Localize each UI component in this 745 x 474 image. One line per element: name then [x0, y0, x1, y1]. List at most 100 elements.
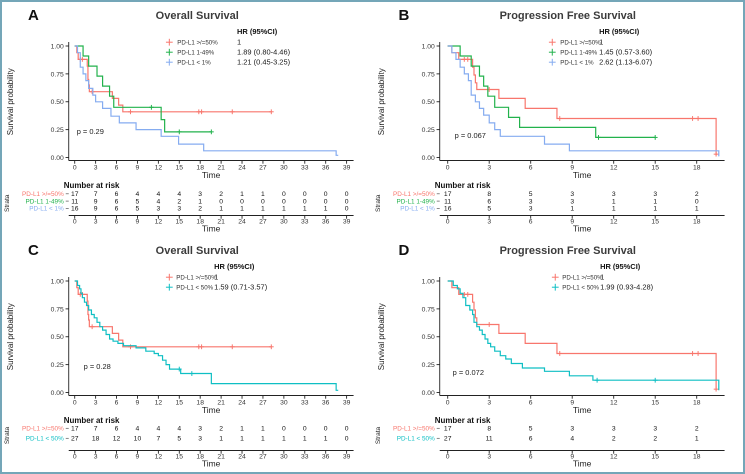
risk-count: 17: [443, 425, 451, 432]
y-axis-title: Survival probability: [6, 68, 15, 135]
risk-x-tick-label: 9: [136, 453, 140, 460]
risk-x-tick-label: 36: [322, 218, 330, 225]
risk-count: 27: [71, 435, 79, 442]
x-tick-label: 15: [651, 399, 659, 406]
x-tick-label: 6: [528, 399, 532, 406]
risk-count: 1: [653, 206, 657, 213]
risk-x-tick-label: 9: [136, 218, 140, 225]
risk-count: 1: [261, 191, 265, 198]
risk-x-tick-label: 24: [238, 453, 246, 460]
x-tick-label: 24: [238, 164, 246, 171]
x-tick-label: 15: [176, 164, 184, 171]
risk-x-tick-label: 12: [155, 218, 163, 225]
legend-entry-label: PD-L1 1-49%: [177, 49, 214, 56]
risk-count: 6: [115, 191, 119, 198]
x-tick-label: 9: [570, 164, 574, 171]
risk-count: 0: [694, 198, 698, 205]
x-tick-label: 30: [280, 399, 288, 406]
risk-count: 1: [240, 425, 244, 432]
risk-x-tick-label: 0: [445, 218, 449, 225]
risk-count: 6: [528, 435, 532, 442]
x-tick-label: 12: [609, 399, 617, 406]
risk-x-axis-title: Time: [202, 458, 221, 468]
legend-entry-label: PD-L1 < 50%: [562, 284, 599, 291]
risk-count: 1: [282, 435, 286, 442]
risk-count: 4: [156, 425, 160, 432]
x-tick-label: 0: [445, 399, 449, 406]
risk-x-tick-label: 9: [570, 218, 574, 225]
y-tick-label: 1.00: [421, 43, 434, 50]
risk-x-tick-label: 0: [73, 218, 77, 225]
risk-row-label: PD-L1 >/=50%: [393, 425, 435, 432]
risk-count: 1: [198, 198, 202, 205]
y-tick-label: 0.25: [421, 127, 434, 134]
x-tick-label: 3: [487, 399, 491, 406]
x-tick-label: 33: [301, 399, 309, 406]
risk-count: 6: [115, 425, 119, 432]
y-tick-label: 0.75: [421, 71, 434, 78]
risk-count: 5: [528, 425, 532, 432]
risk-row-label: PD-L1 >/=50%: [393, 191, 435, 198]
y-tick-label: 0.75: [51, 306, 64, 313]
y-tick-label: 1.00: [421, 278, 434, 285]
risk-count: 1: [653, 198, 657, 205]
km-plot-c: 1.000.750.500.250.000 3 6 9 12 15 18 21 24 27 30 33…: [4, 262, 354, 469]
legend-entry-label: PD-L1 >/=50%: [560, 39, 601, 46]
risk-count: 0: [345, 425, 349, 432]
risk-x-tick-label: 15: [176, 453, 184, 460]
x-tick-label: 3: [94, 399, 98, 406]
risk-x-tick-label: 18: [692, 218, 700, 225]
x-axis-title: Time: [202, 405, 221, 415]
legend-hr-value: 1.59 (0.71-3.57): [214, 282, 268, 291]
risk-count: 3: [198, 191, 202, 198]
risk-count: 5: [528, 191, 532, 198]
legend-header: HR (95%CI): [600, 262, 641, 271]
legend-hr-value: 1: [214, 272, 218, 281]
x-tick-label: 18: [692, 164, 700, 171]
risk-count: 1: [261, 425, 265, 432]
risk-x-tick-label: 18: [196, 218, 204, 225]
risk-x-axis-title: Time: [572, 458, 591, 468]
km-curve: [74, 280, 339, 391]
y-tick-label: 0.75: [421, 306, 434, 313]
risk-count: 3: [528, 206, 532, 213]
x-tick-label: 9: [136, 164, 140, 171]
x-tick-label: 18: [196, 399, 204, 406]
risk-count: 0: [282, 191, 286, 198]
risk-count: 1: [324, 206, 328, 213]
x-tick-label: 18: [196, 164, 204, 171]
legend-entry-label: PD-L1 < 50%: [176, 284, 213, 291]
p-value-label: p = 0.072: [452, 368, 483, 377]
km-curve: [447, 45, 719, 157]
risk-count: 5: [136, 198, 140, 205]
legend-hr-value: 1.45 (0.57-3.60): [599, 47, 653, 56]
legend-header: HR (95%CI): [237, 27, 278, 36]
risk-count: 16: [71, 206, 79, 213]
risk-count: 0: [303, 198, 307, 205]
risk-x-tick-label: 33: [301, 453, 309, 460]
risk-count: 6: [115, 206, 119, 213]
risk-count: 3: [653, 425, 657, 432]
risk-row-label: PD-L1 1-49%: [396, 198, 435, 205]
risk-x-tick-label: 6: [528, 453, 532, 460]
x-tick-label: 15: [176, 399, 184, 406]
risk-count: 0: [282, 198, 286, 205]
legend-hr-value: 1: [599, 37, 603, 46]
risk-count: 8: [487, 191, 491, 198]
x-tick-label: 27: [259, 164, 267, 171]
x-tick-label: 6: [115, 399, 119, 406]
risk-count: 2: [198, 206, 202, 213]
risk-count: 1: [303, 206, 307, 213]
x-tick-label: 12: [609, 164, 617, 171]
risk-count: 11: [444, 198, 451, 205]
panel-label: B: [398, 7, 410, 24]
x-tick-label: 9: [136, 399, 140, 406]
x-tick-label: 27: [259, 399, 267, 406]
risk-x-tick-label: 30: [280, 218, 288, 225]
risk-count: 3: [611, 425, 615, 432]
y-tick-label: 0.25: [51, 362, 64, 369]
x-tick-label: 0: [445, 164, 449, 171]
risk-count: 17: [443, 191, 451, 198]
